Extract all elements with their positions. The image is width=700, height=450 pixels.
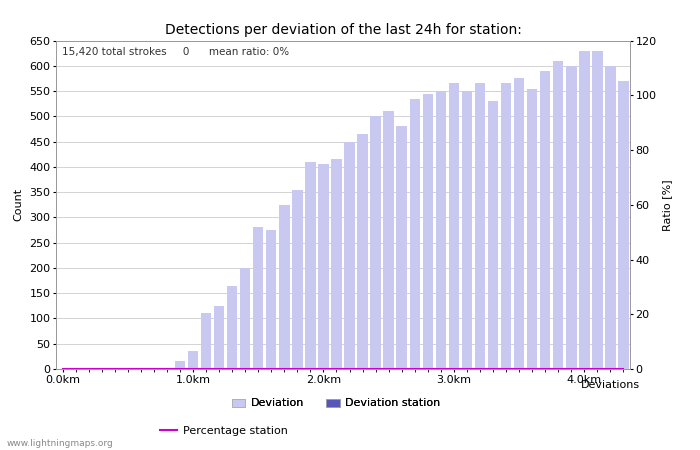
Percentage station	[58, 366, 66, 372]
Legend: Deviation, Deviation station: Deviation, Deviation station	[228, 394, 444, 413]
Percentage station	[372, 366, 380, 372]
Percentage station	[554, 366, 562, 372]
Bar	[500, 83, 511, 369]
Bar	[201, 313, 211, 369]
Percentage station	[202, 366, 210, 372]
Percentage station	[162, 366, 171, 372]
Percentage station	[241, 366, 249, 372]
Percentage station	[502, 366, 510, 372]
Percentage station	[293, 366, 302, 372]
Bar	[618, 81, 629, 369]
Percentage station	[111, 366, 119, 372]
Percentage station	[319, 366, 328, 372]
Percentage station	[384, 366, 393, 372]
Bar	[514, 78, 524, 369]
Bar	[606, 66, 615, 369]
Bar	[344, 142, 355, 369]
Percentage station	[280, 366, 288, 372]
Bar	[579, 50, 589, 369]
Bar	[175, 361, 185, 369]
Percentage station	[398, 366, 406, 372]
Bar	[396, 126, 407, 369]
Percentage station	[85, 366, 93, 372]
Title: Detections per deviation of the last 24h for station:: Detections per deviation of the last 24h…	[164, 22, 522, 36]
Legend: Percentage station: Percentage station	[156, 421, 292, 440]
Percentage station	[136, 366, 145, 372]
Percentage station	[580, 366, 589, 372]
Bar	[410, 99, 420, 369]
Bar	[331, 159, 342, 369]
Bar	[188, 351, 198, 369]
Percentage station	[541, 366, 550, 372]
Bar	[305, 162, 316, 369]
Percentage station	[449, 366, 458, 372]
Y-axis label: Ratio [%]: Ratio [%]	[662, 179, 672, 230]
Bar	[227, 286, 237, 369]
Bar	[266, 230, 276, 369]
Percentage station	[606, 366, 615, 372]
Percentage station	[306, 366, 314, 372]
Bar	[279, 205, 290, 369]
Percentage station	[228, 366, 237, 372]
Bar	[214, 306, 224, 369]
Percentage station	[463, 366, 471, 372]
Percentage station	[489, 366, 497, 372]
Bar	[540, 71, 550, 369]
Bar	[592, 50, 603, 369]
Bar	[488, 101, 498, 369]
Bar	[318, 164, 329, 369]
Percentage station	[215, 366, 223, 372]
Text: 15,420 total strokes     0      mean ratio: 0%: 15,420 total strokes 0 mean ratio: 0%	[62, 47, 289, 57]
Percentage station	[620, 366, 628, 372]
Bar	[553, 61, 564, 369]
Percentage station	[528, 366, 536, 372]
Percentage station	[97, 366, 106, 372]
Bar	[253, 228, 263, 369]
Percentage station	[71, 366, 80, 372]
Bar	[292, 189, 302, 369]
Percentage station	[410, 366, 419, 372]
Percentage station	[176, 366, 184, 372]
Bar	[449, 83, 459, 369]
Percentage station	[267, 366, 275, 372]
Percentage station	[424, 366, 432, 372]
Percentage station	[150, 366, 158, 372]
Text: www.lightningmaps.org: www.lightningmaps.org	[7, 439, 113, 448]
Bar	[384, 111, 394, 369]
Bar	[527, 89, 538, 369]
Percentage station	[358, 366, 367, 372]
Percentage station	[515, 366, 524, 372]
Bar	[357, 134, 368, 369]
Percentage station	[437, 366, 445, 372]
Bar	[423, 94, 433, 369]
Percentage station	[593, 366, 601, 372]
Bar	[462, 91, 472, 369]
Bar	[240, 268, 251, 369]
Bar	[370, 116, 381, 369]
Percentage station	[567, 366, 575, 372]
Percentage station	[254, 366, 262, 372]
Text: Deviations: Deviations	[582, 380, 640, 390]
Bar	[475, 83, 485, 369]
Percentage station	[123, 366, 132, 372]
Y-axis label: Count: Count	[14, 188, 24, 221]
Percentage station	[189, 366, 197, 372]
Bar	[566, 66, 577, 369]
Percentage station	[345, 366, 354, 372]
Percentage station	[476, 366, 484, 372]
Percentage station	[332, 366, 341, 372]
Bar	[435, 91, 446, 369]
